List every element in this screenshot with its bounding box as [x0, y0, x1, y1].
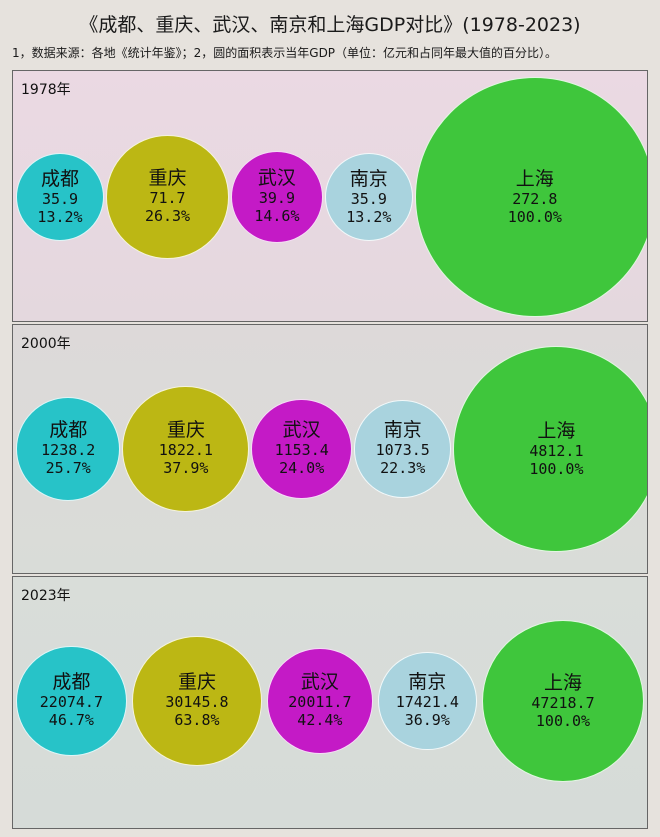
bubble-gdp-value: 71.7: [149, 189, 186, 208]
bubble-武汉: 武汉 1153.4 24.0%: [251, 398, 353, 500]
bubble-gdp-percent: 24.0%: [279, 459, 325, 478]
bubble-成都: 成都 1238.2 25.7%: [16, 396, 121, 502]
bubble-city-name: 南京: [383, 419, 422, 442]
bubble-gdp-percent: 26.3%: [144, 207, 191, 226]
bubble-gdp-value: 1822.1: [158, 441, 213, 460]
bubble-gdp-value: 39.9: [258, 189, 295, 208]
bubble-city-name: 上海: [537, 419, 576, 442]
bubble-gdp-percent: 13.2%: [346, 207, 392, 226]
bubble-gdp-percent: 46.7%: [48, 711, 94, 730]
bubble-gdp-percent: 100.0%: [529, 459, 584, 478]
bubble-city-name: 上海: [543, 671, 582, 694]
chart-note: 1，数据来源：各地《统计年鉴》；2，圆的面积表示当年GDP（单位：亿元和占同年最…: [12, 46, 558, 60]
bubble-city-name: 南京: [349, 167, 388, 190]
bubble-上海: 上海 272.8 100.0%: [414, 77, 647, 317]
bubble-gdp-value: 35.9: [350, 189, 387, 208]
bubble-成都: 成都 22074.7 46.7%: [16, 645, 127, 757]
bubble-gdp-value: 1073.5: [375, 441, 430, 460]
panel-2023: 2023年 成都 22074.7 46.7% 重庆 30145.8 63.8% 武汉 2001…: [12, 576, 648, 829]
panel-year-label: 2000年: [21, 336, 71, 352]
bubble-gdp-value: 4812.1: [529, 441, 584, 460]
bubble-gdp-value: 17421.4: [395, 693, 459, 712]
bubble-上海: 上海 4812.1 100.0%: [453, 346, 647, 552]
bubble-gdp-value: 272.8: [512, 189, 558, 208]
bubble-city-name: 重庆: [177, 671, 216, 694]
bubble-重庆: 重庆 1822.1 37.9%: [122, 385, 250, 513]
bubble-city-name: 上海: [515, 167, 554, 190]
bubble-gdp-value: 35.9: [41, 189, 79, 208]
bubble-武汉: 武汉 20011.7 42.4%: [267, 648, 373, 754]
bubble-南京: 南京 1073.5 22.3%: [354, 400, 452, 498]
bubble-city-name: 武汉: [282, 419, 321, 442]
bubble-gdp-value: 20011.7: [288, 693, 352, 712]
panel-year-label: 1978年: [21, 82, 71, 98]
bubble-南京: 南京 17421.4 36.9%: [378, 651, 477, 751]
bubble-南京: 南京 35.9 13.2%: [324, 153, 413, 241]
panel-1978: 1978年 成都 35.9 13.2% 重庆 71.7 26.3% 武汉 39.9 14.6% 南…: [12, 70, 648, 322]
chart-title: 《成都、重庆、武汉、南京和上海GDP对比》(1978-2023): [79, 14, 581, 36]
bubble-gdp-percent: 42.4%: [297, 711, 343, 730]
bubble-gdp-percent: 25.7%: [45, 459, 91, 478]
bubble-gdp-value: 47218.7: [531, 693, 595, 712]
panel-2000: 2000年 成都 1238.2 25.7% 重庆 1822.1 37.9% 武汉 1153.4…: [12, 324, 648, 574]
bubble-gdp-percent: 100.0%: [507, 207, 562, 226]
bubble-gdp-value: 30145.8: [165, 693, 229, 712]
bubble-city-name: 成都: [49, 419, 88, 442]
bubble-gdp-percent: 22.3%: [380, 459, 426, 478]
bubble-重庆: 重庆 71.7 26.3%: [106, 135, 230, 259]
bubble-gdp-percent: 37.9%: [163, 459, 209, 478]
bubble-city-name: 武汉: [257, 167, 296, 190]
bubble-gdp-percent: 13.2%: [37, 207, 83, 226]
bubble-city-name: 成都: [40, 167, 79, 190]
bubble-成都: 成都 35.9 13.2%: [16, 153, 104, 241]
bubble-gdp-percent: 36.9%: [404, 711, 450, 730]
bubble-重庆: 重庆 30145.8 63.8%: [132, 636, 262, 766]
bubble-上海: 上海 47218.7 100.0%: [482, 620, 644, 782]
bubble-gdp-value: 22074.7: [39, 693, 103, 712]
bubble-gdp-percent: 14.6%: [254, 207, 300, 226]
bubble-gdp-value: 1153.4: [274, 441, 329, 460]
bubble-city-name: 成都: [52, 671, 91, 694]
bubble-city-name: 南京: [408, 671, 447, 694]
bubble-city-name: 重庆: [166, 419, 205, 442]
panel-year-label: 2023年: [21, 588, 71, 604]
bubble-city-name: 武汉: [300, 671, 339, 694]
bubble-gdp-percent: 100.0%: [535, 711, 591, 730]
bubble-gdp-percent: 63.8%: [174, 711, 220, 730]
bubble-武汉: 武汉 39.9 14.6%: [231, 151, 323, 243]
bubble-city-name: 重庆: [148, 167, 187, 190]
bubble-gdp-value: 1238.2: [41, 441, 96, 460]
